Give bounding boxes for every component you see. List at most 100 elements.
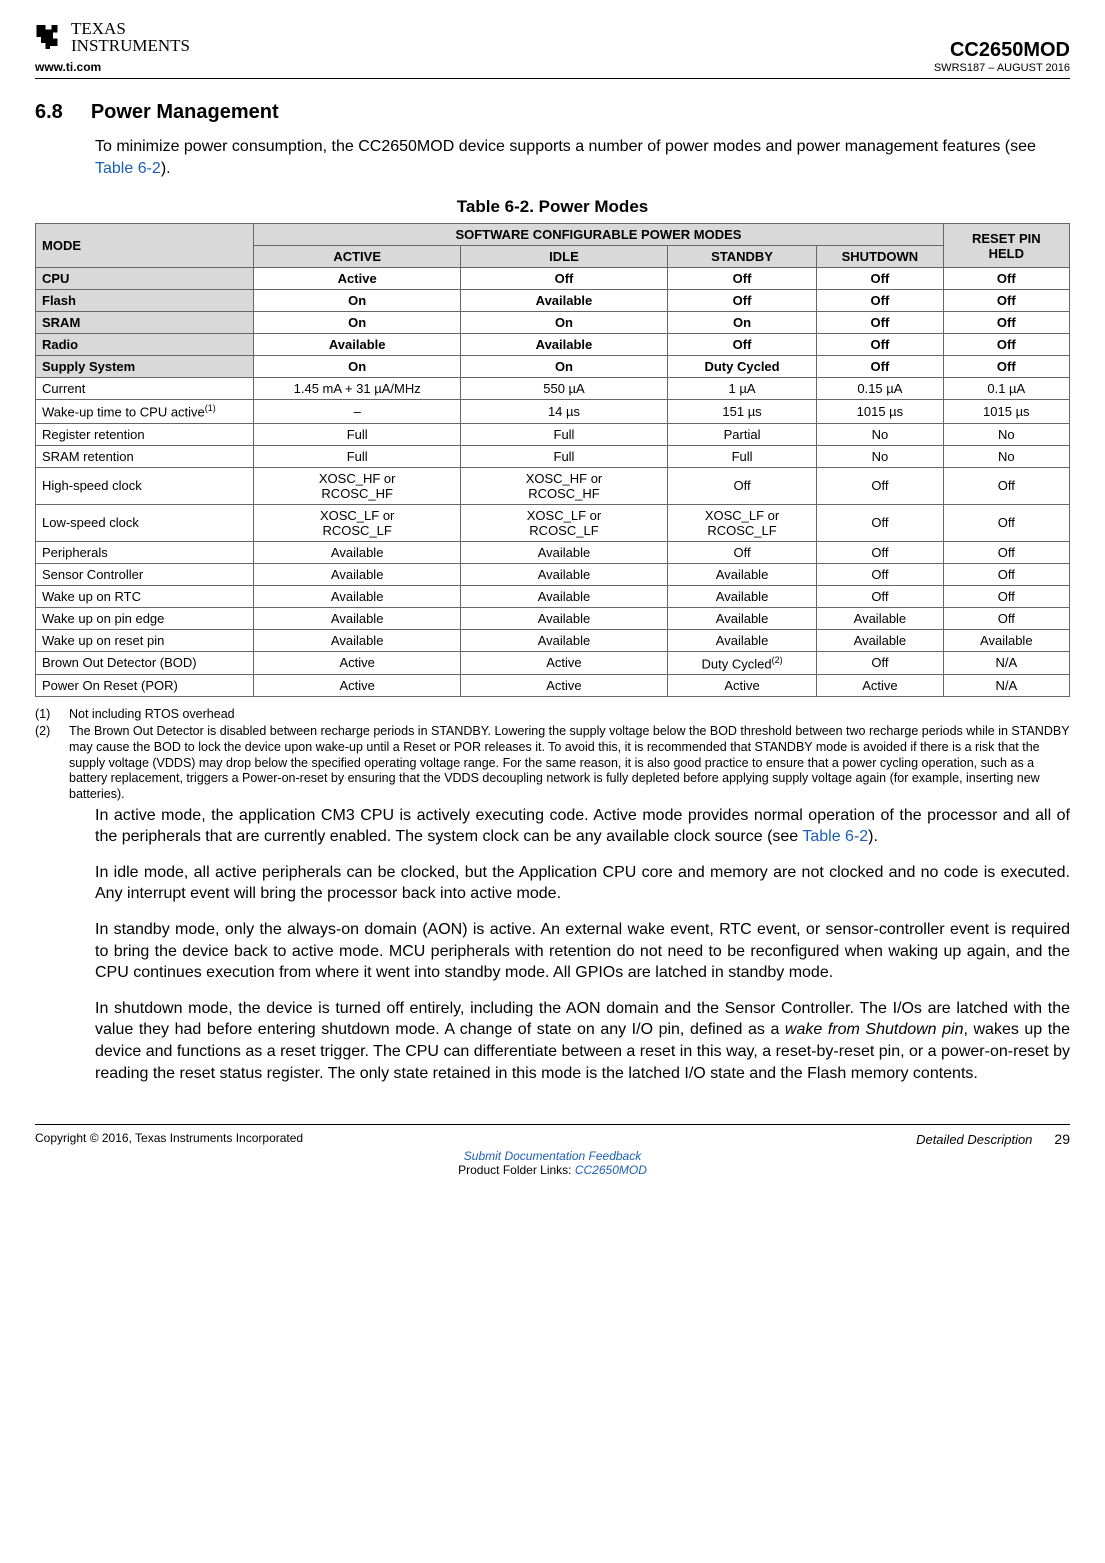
- row-label: Low-speed clock: [36, 504, 254, 541]
- col-shutdown: SHUTDOWN: [817, 246, 943, 268]
- cell: Off: [667, 541, 816, 563]
- footer-center: Submit Documentation Feedback Product Fo…: [35, 1149, 1070, 1177]
- cell: Available: [461, 563, 668, 585]
- row-label: Power On Reset (POR): [36, 674, 254, 696]
- cell: On: [254, 312, 461, 334]
- cell: Off: [943, 268, 1069, 290]
- cell: Off: [817, 651, 943, 674]
- table-footnotes: (1)Not including RTOS overhead(2)The Bro…: [35, 707, 1070, 803]
- table-row: Brown Out Detector (BOD)ActiveActiveDuty…: [36, 651, 1070, 674]
- table-row: Wake up on pin edgeAvailableAvailableAva…: [36, 607, 1070, 629]
- cell: Active: [254, 268, 461, 290]
- cell: 1015 µs: [817, 400, 943, 423]
- intro-after: ).: [161, 160, 171, 177]
- cell: 1015 µs: [943, 400, 1069, 423]
- page-footer: Copyright © 2016, Texas Instruments Inco…: [35, 1124, 1070, 1177]
- cell: Off: [943, 585, 1069, 607]
- cell: No: [943, 445, 1069, 467]
- cell: On: [461, 312, 668, 334]
- power-modes-table: MODE SOFTWARE CONFIGURABLE POWER MODES R…: [35, 223, 1070, 697]
- doc-id: SWRS187 – AUGUST 2016: [934, 62, 1070, 74]
- para-shutdown: In shutdown mode, the device is turned o…: [95, 998, 1070, 1084]
- cell: No: [817, 423, 943, 445]
- row-label: Wake up on pin edge: [36, 607, 254, 629]
- cell: Available: [667, 585, 816, 607]
- cell: Off: [817, 312, 943, 334]
- p1-before: In active mode, the application CM3 CPU …: [95, 807, 1070, 846]
- cell: Off: [943, 312, 1069, 334]
- cell: Active: [461, 651, 668, 674]
- col-group: SOFTWARE CONFIGURABLE POWER MODES: [254, 224, 943, 246]
- cell: Available: [461, 629, 668, 651]
- ti-company-name: TEXAS INSTRUMENTS: [71, 20, 190, 54]
- cell: XOSC_HF orRCOSC_HF: [461, 467, 668, 504]
- cell: Off: [817, 290, 943, 312]
- table-row: PeripheralsAvailableAvailableOffOffOff: [36, 541, 1070, 563]
- cell: Off: [943, 504, 1069, 541]
- para-idle: In idle mode, all active peripherals can…: [95, 862, 1070, 905]
- cell: Off: [817, 541, 943, 563]
- footnote-text: The Brown Out Detector is disabled betwe…: [69, 724, 1070, 802]
- cell: 0.1 µA: [943, 378, 1069, 400]
- cell: Available: [943, 629, 1069, 651]
- row-label: Supply System: [36, 356, 254, 378]
- table-row: Current1.45 mA + 31 µA/MHz550 µA1 µA0.15…: [36, 378, 1070, 400]
- table-row: CPUActiveOffOffOffOff: [36, 268, 1070, 290]
- header-left: TEXAS INSTRUMENTS www.ti.com: [35, 20, 190, 74]
- footnote-num: (1): [35, 707, 57, 723]
- row-label: SRAM: [36, 312, 254, 334]
- cell: Duty Cycled: [667, 356, 816, 378]
- cell: Off: [943, 563, 1069, 585]
- row-label: Sensor Controller: [36, 563, 254, 585]
- table-caption: Table 6-2. Power Modes: [35, 197, 1070, 217]
- cell: Available: [667, 563, 816, 585]
- cell: Off: [943, 356, 1069, 378]
- cell: Active: [254, 674, 461, 696]
- cell: Off: [667, 290, 816, 312]
- cell: Full: [254, 445, 461, 467]
- table-ref-link-1[interactable]: Table 6-2: [95, 160, 161, 177]
- company-bottom: INSTRUMENTS: [71, 37, 190, 54]
- footer-top-row: Copyright © 2016, Texas Instruments Inco…: [35, 1131, 1070, 1147]
- cell: Available: [817, 607, 943, 629]
- doc-id-link[interactable]: SWRS187: [934, 62, 985, 74]
- cell: N/A: [943, 674, 1069, 696]
- row-label: Peripherals: [36, 541, 254, 563]
- col-active: ACTIVE: [254, 246, 461, 268]
- table-ref-link-2[interactable]: Table 6-2: [802, 828, 868, 845]
- cell: –: [254, 400, 461, 423]
- footnote-num: (2): [35, 724, 57, 802]
- cell: Off: [667, 467, 816, 504]
- feedback-link[interactable]: Submit Documentation Feedback: [464, 1149, 641, 1163]
- table-row: Register retentionFullFullPartialNoNo: [36, 423, 1070, 445]
- cell: 0.15 µA: [817, 378, 943, 400]
- row-label: Current: [36, 378, 254, 400]
- cell: Available: [461, 290, 668, 312]
- cell: 1 µA: [667, 378, 816, 400]
- cell: XOSC_LF orRCOSC_LF: [461, 504, 668, 541]
- cell: 14 µs: [461, 400, 668, 423]
- cell: Available: [817, 629, 943, 651]
- col-reset-top: RESET PIN: [972, 231, 1041, 246]
- ti-logo: TEXAS INSTRUMENTS: [35, 20, 190, 54]
- footer-section: Detailed Description: [916, 1132, 1032, 1147]
- p4-italic: wake from Shutdown pin: [785, 1021, 964, 1038]
- footnote: (2) The Brown Out Detector is disabled be…: [35, 724, 1070, 802]
- header-right: CC2650MOD SWRS187 – AUGUST 2016: [934, 39, 1070, 74]
- row-label: High-speed clock: [36, 467, 254, 504]
- cell: Active: [667, 674, 816, 696]
- col-idle: IDLE: [461, 246, 668, 268]
- cell: Available: [254, 541, 461, 563]
- site-url-link[interactable]: www.ti.com: [35, 60, 190, 74]
- col-reset: RESET PIN HELD: [943, 224, 1069, 268]
- doc-id-date: – AUGUST 2016: [985, 62, 1070, 74]
- folder-link[interactable]: CC2650MOD: [575, 1163, 647, 1177]
- cell: On: [254, 290, 461, 312]
- cell: Active: [817, 674, 943, 696]
- folder-prefix: Product Folder Links:: [458, 1163, 575, 1177]
- table-row: Power On Reset (POR)ActiveActiveActiveAc…: [36, 674, 1070, 696]
- intro-paragraph: To minimize power consumption, the CC265…: [95, 136, 1070, 179]
- row-label: Flash: [36, 290, 254, 312]
- cell: Available: [254, 585, 461, 607]
- cell: On: [254, 356, 461, 378]
